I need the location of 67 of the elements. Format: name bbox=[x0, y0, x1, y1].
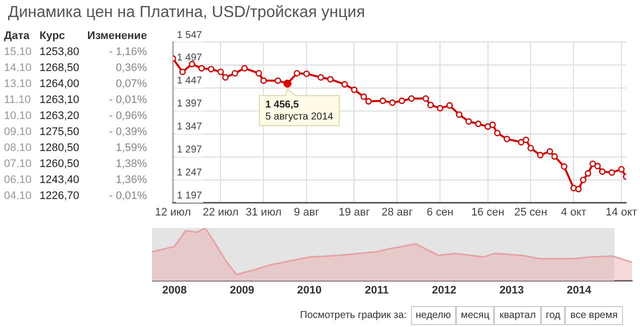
text: все время bbox=[565, 306, 623, 325]
data-label: 1,59% bbox=[114, 141, 148, 156]
y-tick-label: 1 247 bbox=[176, 168, 202, 179]
data-label: 1268,50 bbox=[38, 61, 80, 76]
data-label: - 0,01% bbox=[108, 93, 148, 108]
x-tick-label: 2009 bbox=[230, 284, 254, 296]
data-label: 1253,80 bbox=[38, 45, 80, 60]
data-label: 1275,50 bbox=[38, 125, 80, 140]
category-label: 09.10 bbox=[3, 125, 33, 140]
y-tick-label: 1 347 bbox=[176, 122, 202, 133]
y-tick-label: 1 397 bbox=[176, 98, 202, 110]
x-tick-label: 16 сен bbox=[471, 206, 504, 218]
category-label: 04.10 bbox=[3, 189, 33, 204]
text: Изменение bbox=[86, 29, 148, 44]
data-label: 0,36% bbox=[114, 61, 148, 76]
x-tick-label: 2013 bbox=[499, 284, 524, 296]
data-label: - 1,16% bbox=[108, 45, 148, 60]
x-tick-label: 28 авг bbox=[382, 206, 413, 218]
y-tick-label: 1 547 bbox=[176, 30, 202, 41]
data-label: 1280,50 bbox=[38, 141, 80, 156]
x-tick-label: 2011 bbox=[364, 284, 389, 296]
x-tick-label: 4 окт bbox=[561, 206, 586, 218]
text: месяц bbox=[456, 306, 494, 325]
category-label: 15.10 bbox=[3, 45, 33, 60]
data-label: 1263,20 bbox=[38, 109, 80, 124]
data-label: 1263,10 bbox=[38, 93, 80, 108]
data-label: - 0,39% bbox=[108, 125, 148, 140]
annotation: 1 456,5 5 августа 2014 bbox=[265, 99, 334, 122]
x-tick-label: 19 авг bbox=[338, 206, 370, 218]
text: Посмотреть график за: bbox=[300, 310, 407, 321]
x-tick-label: 22 июл bbox=[202, 206, 239, 218]
x-tick-label: 6 сен bbox=[426, 206, 454, 218]
y-tick-label: 1 297 bbox=[176, 144, 202, 156]
data-label: 1264,00 bbox=[38, 77, 80, 92]
data-label: 1226,70 bbox=[38, 189, 80, 204]
category-label: 08.10 bbox=[3, 141, 33, 156]
text: неделю bbox=[410, 306, 456, 325]
y-tick-label: 1 497 bbox=[176, 52, 202, 64]
category-label: 07.10 bbox=[3, 157, 33, 172]
text: Курс bbox=[38, 29, 66, 44]
data-label: 1,36% bbox=[114, 173, 148, 188]
x-tick-label: 14 окт bbox=[606, 206, 638, 218]
data-label: 1243,40 bbox=[38, 173, 80, 188]
x-tick-label: 2014 bbox=[566, 284, 592, 296]
x-tick-label: 31 июл bbox=[246, 206, 282, 218]
x-tick-label: 9 авг bbox=[294, 206, 320, 218]
y-tick-label: 1 197 bbox=[176, 190, 202, 202]
text: год bbox=[540, 306, 566, 325]
text: Дата bbox=[3, 29, 30, 44]
category-label: 13.10 bbox=[3, 77, 33, 92]
data-label: 0,07% bbox=[114, 77, 148, 92]
data-label: 1260,50 bbox=[38, 157, 80, 172]
data-label: 1,38% bbox=[114, 157, 148, 172]
x-tick-label: 25 сен bbox=[514, 206, 548, 218]
category-label: 06.10 bbox=[3, 173, 33, 188]
data-label: - 0,01% bbox=[108, 189, 148, 204]
x-tick-label: 12 июл bbox=[154, 206, 191, 218]
y-tick-label: 1 447 bbox=[176, 76, 202, 87]
category-label: 10.10 bbox=[3, 109, 33, 124]
data-label: - 0,96% bbox=[108, 109, 148, 124]
x-tick-label: 2010 bbox=[297, 284, 322, 296]
x-tick-label: 2012 bbox=[432, 284, 456, 296]
text: квартал bbox=[494, 306, 541, 325]
x-tick-label: 2008 bbox=[162, 284, 187, 296]
category-label: 14.10 bbox=[3, 61, 33, 76]
chart-title: Динамика цен на Платина, USD/тройская унция bbox=[8, 4, 366, 22]
category-label: 11.10 bbox=[3, 93, 32, 108]
